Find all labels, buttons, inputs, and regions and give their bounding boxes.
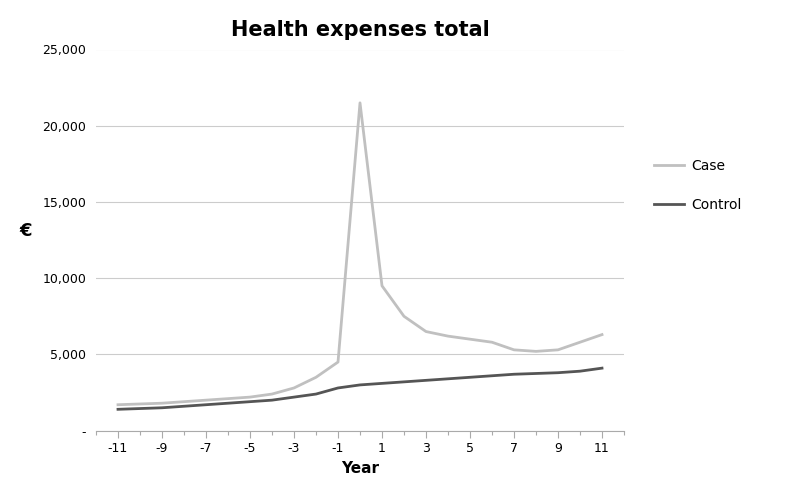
Control	[179, 403, 189, 409]
Case	[179, 398, 189, 404]
Line: Case: Case	[118, 103, 602, 405]
Control	[135, 405, 145, 411]
Case	[466, 336, 475, 342]
Control	[245, 398, 254, 404]
Control	[333, 385, 342, 391]
Control	[509, 371, 518, 377]
Control	[223, 400, 233, 406]
Control	[355, 382, 365, 388]
Line: Control: Control	[118, 368, 602, 409]
Case	[135, 401, 145, 407]
Case	[575, 339, 585, 345]
Case	[399, 313, 409, 319]
Control	[443, 376, 453, 382]
Case	[202, 397, 211, 403]
Case	[290, 385, 299, 391]
Case	[509, 347, 518, 353]
Control	[202, 402, 211, 408]
Control	[378, 381, 387, 387]
Control	[421, 377, 430, 383]
Case	[355, 100, 365, 106]
Control	[290, 394, 299, 400]
Case	[443, 333, 453, 339]
Control	[114, 406, 123, 412]
Y-axis label: €: €	[19, 222, 32, 240]
Title: Health expenses total: Health expenses total	[230, 20, 490, 40]
Control	[531, 370, 541, 376]
Control	[575, 368, 585, 374]
Case	[223, 396, 233, 401]
Case	[378, 283, 387, 289]
Case	[531, 348, 541, 354]
Control	[311, 391, 321, 397]
Control	[399, 379, 409, 385]
Control	[554, 370, 563, 376]
Case	[597, 332, 607, 338]
Legend: Case, Control: Case, Control	[646, 152, 749, 219]
Control	[597, 365, 607, 371]
Case	[267, 391, 277, 397]
Case	[311, 374, 321, 380]
Control	[466, 374, 475, 380]
Case	[245, 394, 254, 400]
Control	[487, 373, 497, 379]
Control	[157, 405, 167, 411]
Control	[267, 397, 277, 403]
Case	[157, 400, 167, 406]
Case	[421, 329, 430, 335]
Case	[554, 347, 563, 353]
Case	[114, 402, 123, 408]
X-axis label: Year: Year	[341, 461, 379, 476]
Case	[333, 359, 342, 365]
Case	[487, 339, 497, 345]
